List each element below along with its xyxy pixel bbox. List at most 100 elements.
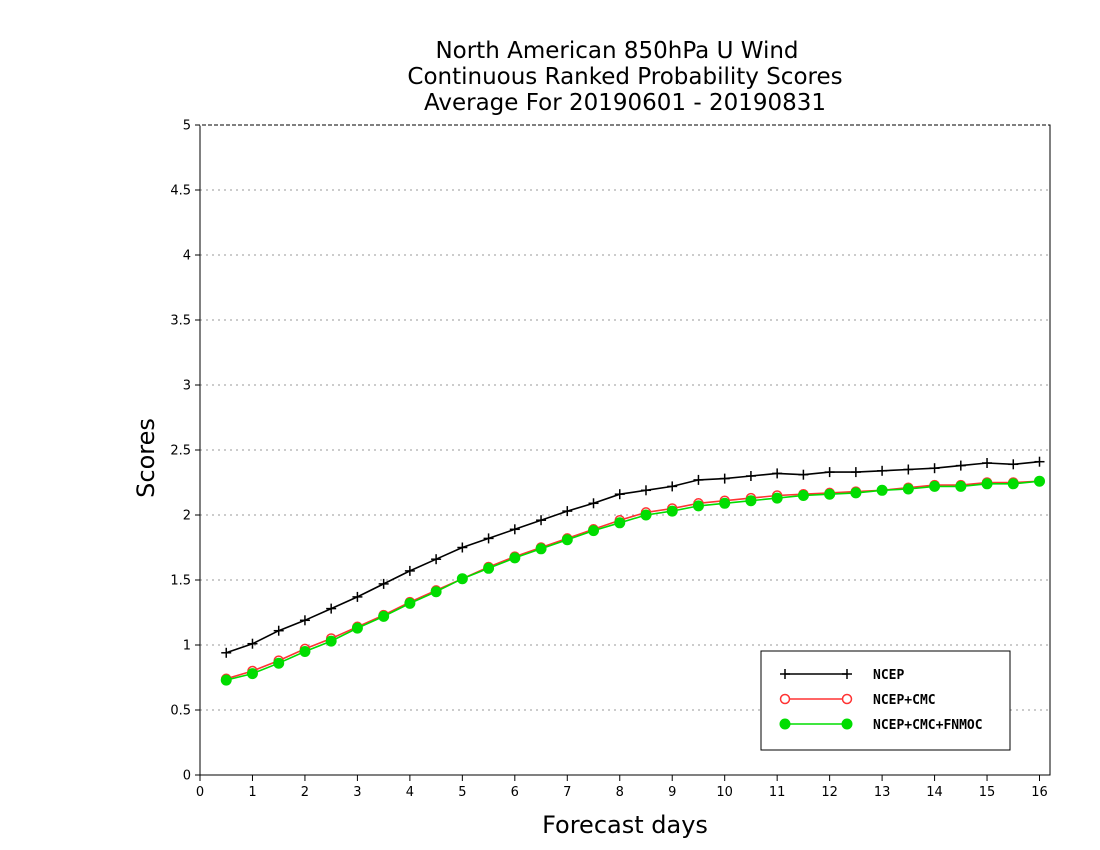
data-point xyxy=(378,578,389,589)
legend-label: NCEP+CMC+FNMOC xyxy=(873,718,983,733)
data-point xyxy=(902,483,914,495)
data-point xyxy=(536,515,547,526)
grid-lines xyxy=(200,189,1050,711)
data-point xyxy=(352,591,363,602)
data-point xyxy=(929,463,940,474)
data-point xyxy=(561,534,573,546)
data-point xyxy=(247,638,258,649)
axis-ticks: 00.511.522.533.544.550 1 2 3 4 5 6 7 8 9 10 11 12 13 1… xyxy=(170,119,1050,800)
data-point xyxy=(981,478,993,490)
series-layer xyxy=(220,456,1046,686)
data-point xyxy=(456,573,468,585)
data-point xyxy=(824,467,835,478)
y-axis-title: Scores xyxy=(132,418,160,498)
y-tick-label: 1 xyxy=(183,639,191,654)
data-point xyxy=(221,647,232,658)
data-point xyxy=(299,646,311,657)
data-point xyxy=(772,468,783,479)
x-tick-label: 8 xyxy=(616,785,624,800)
y-tick-label: 2 xyxy=(183,509,191,524)
title-line-2: Continuous Ranked Probability Scores xyxy=(407,64,842,90)
data-point xyxy=(220,674,232,686)
x-tick-label: 16 xyxy=(1031,785,1048,800)
x-tick-label: 1 xyxy=(248,785,256,800)
data-point xyxy=(299,615,310,626)
data-point xyxy=(850,487,862,499)
x-tick-label: 13 xyxy=(874,785,891,800)
data-point xyxy=(640,509,652,521)
data-point xyxy=(824,488,836,500)
data-point xyxy=(719,497,731,509)
data-point xyxy=(745,495,757,507)
data-point xyxy=(719,473,730,484)
data-point xyxy=(903,464,914,475)
data-point xyxy=(771,492,783,504)
data-point xyxy=(955,460,966,471)
data-point xyxy=(1008,459,1019,470)
series-0 xyxy=(221,456,1045,658)
data-point xyxy=(431,554,442,565)
data-point xyxy=(614,489,625,500)
data-point xyxy=(404,597,416,609)
data-point xyxy=(850,467,861,478)
data-point xyxy=(351,622,363,634)
data-point xyxy=(929,480,941,492)
x-tick-label: 0 xyxy=(196,785,204,800)
legend-entry: NCEP xyxy=(780,668,904,683)
y-tick-label: 3.5 xyxy=(170,314,191,329)
chart-title: North American 850hPa U Wind Continuous … xyxy=(407,38,842,116)
y-tick-label: 1.5 xyxy=(170,574,191,589)
data-point xyxy=(666,505,678,517)
title-line-3: Average For 20190601 - 20190831 xyxy=(424,90,826,116)
data-point xyxy=(430,586,442,598)
y-tick-label: 2.5 xyxy=(170,444,191,459)
y-tick-label: 0.5 xyxy=(170,704,191,719)
legend-marker xyxy=(779,693,791,705)
data-point xyxy=(326,603,337,614)
data-point xyxy=(876,484,888,496)
series-line xyxy=(226,480,1040,681)
data-point xyxy=(1007,478,1019,490)
y-tick-label: 4.5 xyxy=(170,184,191,199)
legend-entry: NCEP+CMC xyxy=(779,693,936,708)
data-point xyxy=(509,552,521,564)
legend-marker xyxy=(842,669,852,679)
data-point xyxy=(640,485,651,496)
legend: NCEP NCEP+CMC NCEP+CMC+FNMOC xyxy=(760,650,1011,751)
x-tick-label: 5 xyxy=(458,785,466,800)
x-tick-label: 7 xyxy=(563,785,571,800)
legend-box xyxy=(760,650,1011,751)
y-tick-label: 4 xyxy=(183,249,191,264)
data-point xyxy=(667,481,678,492)
data-point xyxy=(562,506,573,517)
data-point xyxy=(1034,475,1046,487)
legend-marker xyxy=(779,718,791,730)
x-tick-label: 12 xyxy=(821,785,838,800)
data-point xyxy=(692,500,704,512)
data-point xyxy=(325,635,337,647)
x-tick-label: 11 xyxy=(769,785,786,800)
data-point xyxy=(1034,456,1045,467)
data-point xyxy=(535,543,547,555)
data-point xyxy=(483,562,495,574)
data-point xyxy=(877,465,888,476)
series-2 xyxy=(220,475,1046,686)
data-point xyxy=(745,471,756,481)
data-point xyxy=(457,542,468,553)
data-point xyxy=(404,565,415,576)
data-point xyxy=(797,490,809,501)
x-axis-title: Forecast days xyxy=(542,811,708,839)
x-tick-label: 14 xyxy=(926,785,943,800)
x-tick-label: 3 xyxy=(353,785,361,800)
data-point xyxy=(982,458,993,468)
x-tick-label: 2 xyxy=(301,785,309,800)
x-tick-label: 6 xyxy=(511,785,519,800)
y-tick-label: 5 xyxy=(183,119,191,134)
x-tick-label: 9 xyxy=(668,785,676,800)
data-point xyxy=(378,610,390,622)
data-point xyxy=(483,533,494,544)
y-tick-label: 3 xyxy=(183,379,191,394)
title-line-1: North American 850hPa U Wind xyxy=(435,38,798,64)
x-tick-label: 4 xyxy=(406,785,414,800)
